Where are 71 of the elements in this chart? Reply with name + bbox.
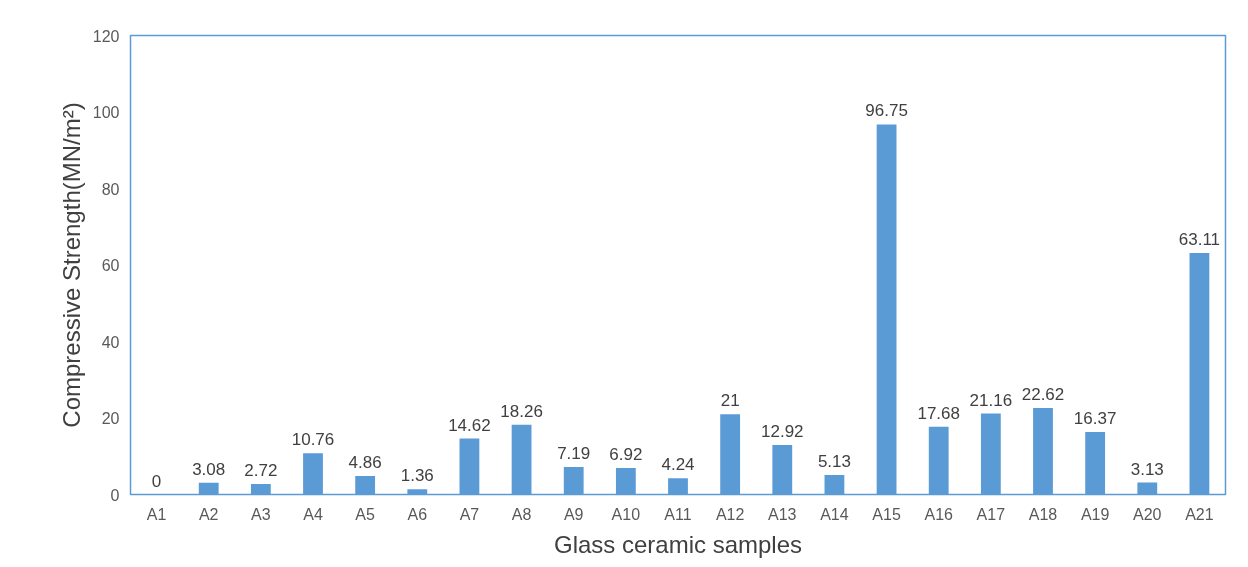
x-tick-label: A17 <box>976 505 1006 523</box>
bar <box>355 475 376 495</box>
bar <box>1085 431 1106 495</box>
bar <box>824 474 845 495</box>
y-tick-label: 120 <box>92 27 120 45</box>
x-tick-label: A15 <box>872 505 901 523</box>
data-label: 4.86 <box>348 452 382 472</box>
x-tick-label: A2 <box>198 505 219 523</box>
x-tick-label: A1 <box>146 505 167 523</box>
x-tick-label: A4 <box>303 505 323 523</box>
data-label: 1.36 <box>400 466 434 486</box>
data-label: 5.13 <box>817 451 851 471</box>
x-tick-label: A7 <box>459 505 480 523</box>
x-tick-label: A6 <box>407 505 428 523</box>
x-tick-label: A19 <box>1080 505 1110 523</box>
bar <box>198 482 219 495</box>
x-tick-label: A16 <box>924 505 954 523</box>
x-tick-label: A21 <box>1185 505 1214 523</box>
data-label: 14.62 <box>448 415 491 435</box>
x-tick-label: A13 <box>768 505 797 523</box>
x-tick-label: A3 <box>251 505 271 523</box>
data-label: 16.37 <box>1073 408 1117 428</box>
data-label: 3.08 <box>192 459 226 479</box>
bar <box>1137 482 1158 495</box>
data-label: 6.92 <box>609 445 643 465</box>
bar <box>668 478 688 495</box>
x-tick-label: A5 <box>355 505 376 523</box>
bar <box>720 414 741 495</box>
x-axis-title: Glass ceramic samples <box>553 530 803 558</box>
bar <box>876 124 897 495</box>
bar <box>511 424 532 495</box>
data-label: 3.13 <box>1130 459 1164 479</box>
data-label: 2.72 <box>244 461 278 481</box>
data-label: 7.19 <box>557 444 591 463</box>
data-label: 63.11 <box>1178 230 1221 250</box>
data-label: 96.75 <box>865 101 908 121</box>
y-axis-title: Compressive Strength(MN/m²) <box>57 102 85 428</box>
data-label: 21.16 <box>969 390 1013 410</box>
bar <box>928 426 949 495</box>
x-tick-label: A11 <box>664 505 692 523</box>
y-tick-label: 80 <box>101 180 120 198</box>
data-label: 17.68 <box>917 403 960 423</box>
y-tick-label: 60 <box>101 257 120 274</box>
data-label: 0 <box>151 471 162 491</box>
bar <box>1189 253 1210 495</box>
bar <box>563 467 584 495</box>
bar <box>615 468 636 495</box>
y-tick-label: 40 <box>101 333 120 351</box>
data-label: 4.24 <box>661 455 695 475</box>
data-label: 18.26 <box>500 401 543 421</box>
bar <box>459 438 480 495</box>
x-tick-label: A14 <box>820 505 849 523</box>
bar <box>1033 407 1053 495</box>
bar <box>772 445 793 495</box>
y-tick-label: 100 <box>92 104 120 121</box>
data-label: 12.92 <box>761 422 804 442</box>
data-label: 21 <box>720 391 740 411</box>
x-tick-label: A20 <box>1133 505 1162 523</box>
bar <box>303 453 323 495</box>
x-tick-label: A8 <box>511 505 532 523</box>
y-tick-label: 0 <box>110 486 120 504</box>
x-tick-label: A10 <box>611 505 641 523</box>
bar <box>980 413 1001 495</box>
x-tick-label: A18 <box>1028 505 1058 523</box>
data-label: 22.62 <box>1021 384 1065 404</box>
bar <box>407 489 428 495</box>
x-tick-label: A9 <box>563 505 584 523</box>
bar <box>250 484 271 495</box>
data-label: 10.76 <box>291 430 335 450</box>
y-tick-label: 20 <box>101 410 120 427</box>
x-tick-label: A12 <box>715 505 745 523</box>
